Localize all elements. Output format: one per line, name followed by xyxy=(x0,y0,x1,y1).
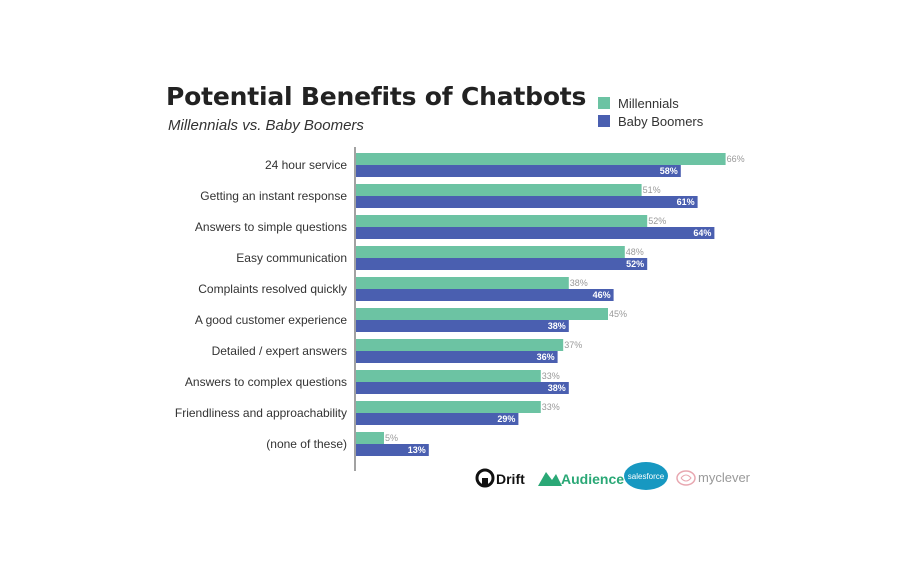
value-label-millennials: 66% xyxy=(727,154,745,164)
legend-swatch-baby-boomers xyxy=(598,115,610,127)
bar-baby-boomers xyxy=(356,413,519,425)
value-label-millennials: 48% xyxy=(626,247,644,257)
value-label-baby-boomers: 64% xyxy=(693,228,711,238)
bar-millennials xyxy=(356,277,569,289)
value-label-millennials: 38% xyxy=(570,278,588,288)
value-label-baby-boomers: 38% xyxy=(548,321,566,331)
category-label: A good customer experience xyxy=(195,313,347,327)
legend-item-baby-boomers: Baby Boomers xyxy=(598,112,703,130)
partner-logos: Drift Audience salesforce myclever xyxy=(475,462,751,490)
legend-item-millennials: Millennials xyxy=(598,94,703,112)
value-label-baby-boomers: 36% xyxy=(537,352,555,362)
bar-baby-boomers xyxy=(356,320,569,332)
category-label: Easy communication xyxy=(236,251,347,265)
value-label-millennials: 52% xyxy=(648,216,666,226)
bar-millennials xyxy=(356,339,564,351)
value-label-baby-boomers: 58% xyxy=(660,166,678,176)
value-label-baby-boomers: 46% xyxy=(593,290,611,300)
bar-baby-boomers xyxy=(356,382,569,394)
bar-millennials xyxy=(356,308,608,320)
value-label-baby-boomers: 61% xyxy=(677,197,695,207)
legend-label-millennials: Millennials xyxy=(618,95,679,111)
myclever-logo-text: myclever xyxy=(698,470,751,485)
chart-subtitle: Millennials vs. Baby Boomers xyxy=(168,117,364,134)
value-label-baby-boomers: 38% xyxy=(548,383,566,393)
chart-title: Potential Benefits of Chatbots xyxy=(166,82,587,111)
category-label: Complaints resolved quickly xyxy=(198,282,347,296)
bar-baby-boomers xyxy=(356,351,558,363)
value-label-millennials: 5% xyxy=(385,433,398,443)
bar-millennials xyxy=(356,184,642,196)
category-label: Getting an instant response xyxy=(200,189,347,203)
legend: Millennials Baby Boomers xyxy=(598,94,703,130)
drift-logo: Drift xyxy=(475,468,525,488)
value-label-baby-boomers: 29% xyxy=(497,414,515,424)
value-label-baby-boomers: 52% xyxy=(626,259,644,269)
bar-millennials xyxy=(356,246,625,258)
bar-baby-boomers xyxy=(356,227,715,239)
value-label-millennials: 33% xyxy=(542,371,560,381)
bar-millennials xyxy=(356,153,726,165)
category-label: 24 hour service xyxy=(265,158,347,172)
bar-baby-boomers xyxy=(356,444,429,456)
category-label: Detailed / expert answers xyxy=(212,344,347,358)
bar-millennials xyxy=(356,370,541,382)
myclever-logo: myclever xyxy=(676,470,751,486)
category-label: Answers to complex questions xyxy=(185,375,347,389)
value-label-millennials: 33% xyxy=(542,402,560,412)
value-label-millennials: 51% xyxy=(643,185,661,195)
bar-baby-boomers xyxy=(356,165,681,177)
bar-baby-boomers xyxy=(356,258,648,270)
value-label-millennials: 37% xyxy=(564,340,582,350)
value-label-millennials: 45% xyxy=(609,309,627,319)
category-label: (none of these) xyxy=(266,437,347,451)
salesforce-logo-text: salesforce xyxy=(628,472,665,481)
value-label-baby-boomers: 13% xyxy=(408,445,426,455)
bar-baby-boomers xyxy=(356,196,698,208)
bar-baby-boomers xyxy=(356,289,614,301)
audience-logo-text: Audience xyxy=(561,471,624,487)
salesforce-logo: salesforce xyxy=(624,462,668,490)
bar-millennials xyxy=(356,401,541,413)
legend-swatch-millennials xyxy=(598,97,610,109)
category-label: Friendliness and approachability xyxy=(175,406,347,420)
audience-logo: Audience xyxy=(538,471,624,487)
legend-label-baby-boomers: Baby Boomers xyxy=(618,113,704,129)
bar-millennials xyxy=(356,215,648,227)
drift-logo-text: Drift xyxy=(496,471,525,487)
category-label: Answers to simple questions xyxy=(195,220,347,234)
bar-millennials xyxy=(356,432,384,444)
